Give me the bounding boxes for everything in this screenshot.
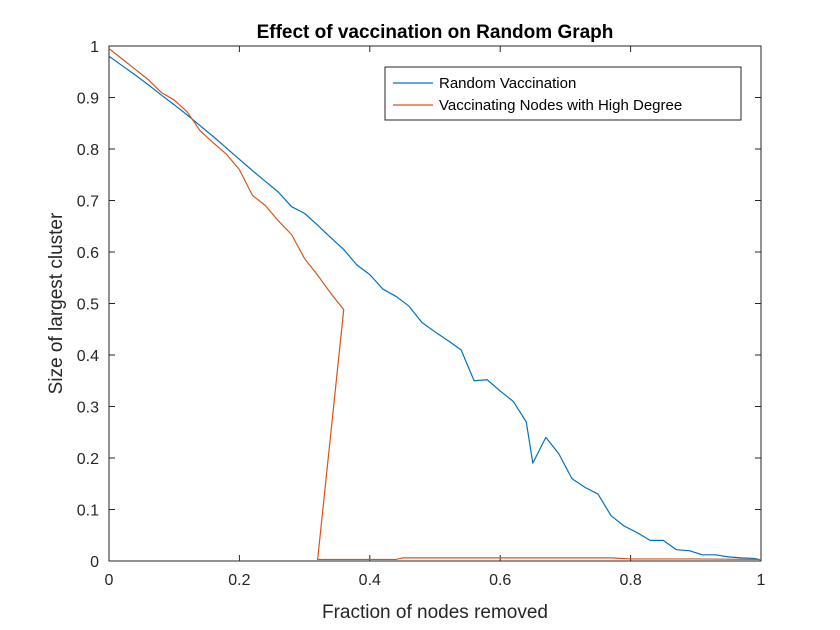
y-tick-label: 0.9 — [77, 91, 99, 108]
y-tick-label: 0.8 — [77, 142, 99, 159]
x-tick-label: 0.4 — [359, 572, 381, 589]
y-tick-label: 0 — [90, 554, 99, 571]
y-tick-label: 1 — [90, 39, 99, 56]
y-tick-label: 0.2 — [77, 451, 99, 468]
series-layer — [108, 48, 762, 561]
y-tick-label: 0.7 — [77, 194, 99, 211]
x-tick-label: 0.6 — [489, 572, 511, 589]
legend: Random Vaccination Vaccinating Nodes wit… — [384, 66, 742, 121]
y-tick-label: 0.5 — [77, 297, 99, 314]
y-tick-label: 0.1 — [77, 503, 99, 520]
ticks-layer: 0 0.2 0.4 0.6 0.8 1 0 0.1 0.2 0.3 0.4 0.5 0.6 0.7 0.8 0… — [77, 39, 766, 589]
y-tick-label: 0.4 — [77, 348, 99, 365]
y-tick-label: 0.6 — [77, 245, 99, 262]
y-tick-label: 0.3 — [77, 400, 99, 417]
x-tick-label: 0.8 — [619, 572, 641, 589]
series-line-high-degree — [108, 48, 762, 561]
x-tick-label: 0.2 — [228, 572, 250, 589]
legend-label-random-vaccination: Random Vaccination — [439, 75, 576, 92]
x-tick-label: 1 — [757, 572, 766, 589]
legend-label-high-degree: Vaccinating Nodes with High Degree — [439, 97, 682, 114]
y-axis-title: Size of largest cluster — [46, 212, 67, 394]
chart-title: Effect of vaccination on Random Graph — [257, 22, 614, 43]
plot-area — [108, 45, 762, 562]
legend-box — [384, 66, 742, 121]
x-axis-title: Fraction of nodes removed — [322, 602, 548, 623]
x-tick-label: 0 — [105, 572, 114, 589]
series-line-random-vaccination — [108, 55, 762, 561]
